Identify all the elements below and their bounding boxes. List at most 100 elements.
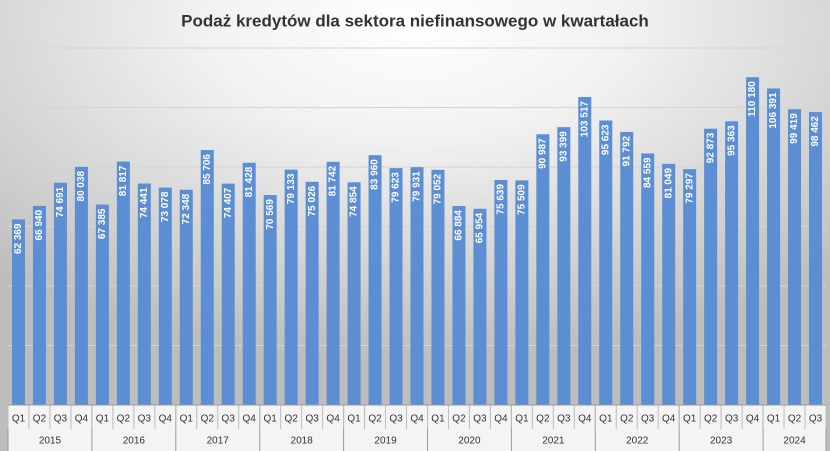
x-tick-label: Q1: [515, 414, 529, 425]
x-tick-label: Q1: [599, 414, 613, 425]
value-label: 79 623: [391, 172, 402, 203]
bar: [74, 166, 88, 405]
group-label: 2016: [123, 436, 146, 447]
value-label: 79 297: [684, 173, 695, 204]
value-label: 83 960: [370, 159, 381, 190]
value-label: 62 369: [13, 223, 24, 254]
bar: [347, 182, 361, 405]
x-tick-label: Q1: [180, 414, 194, 425]
value-label: 66 940: [34, 209, 45, 240]
x-tick-label: Q4: [662, 414, 676, 425]
x-tick-label: Q4: [578, 414, 592, 425]
value-label: 81 817: [118, 165, 129, 196]
bar: [368, 155, 382, 405]
bar: [599, 120, 613, 405]
x-tick-label: Q1: [264, 414, 278, 425]
bar: [641, 153, 655, 405]
bar: [179, 189, 193, 405]
value-label: 81 742: [328, 165, 339, 196]
bar: [788, 109, 802, 405]
x-tick-label: Q3: [473, 414, 487, 425]
value-label: 81 428: [244, 166, 255, 197]
value-label: 91 792: [621, 135, 632, 166]
group-label: 2023: [710, 436, 733, 447]
bar: [683, 169, 697, 405]
x-tick-label: Q3: [557, 414, 571, 425]
bar: [536, 134, 550, 406]
bar: [137, 183, 151, 405]
bar: [431, 169, 445, 405]
value-label: 79 133: [286, 173, 297, 204]
x-tick-label: Q2: [788, 414, 802, 425]
value-label: 93 399: [558, 131, 569, 162]
x-tick-label: Q3: [809, 414, 823, 425]
bar: [326, 161, 340, 405]
x-tick-label: Q4: [746, 414, 760, 425]
value-label: 99 419: [789, 113, 800, 144]
chart-title: Podaż kredytów dla sektora niefinansoweg…: [181, 11, 649, 30]
x-tick-label: Q4: [410, 414, 424, 425]
x-tick-label: Q2: [704, 414, 718, 425]
x-tick-label: Q2: [536, 414, 550, 425]
x-tick-label: Q3: [222, 414, 236, 425]
value-label: 98 462: [810, 116, 821, 147]
x-tick-label: Q1: [767, 414, 781, 425]
value-label: 66 884: [454, 210, 465, 241]
x-tick-label: Q4: [326, 414, 340, 425]
bar: [704, 128, 718, 405]
value-label: 75 639: [496, 184, 507, 215]
bar: [263, 195, 277, 405]
bar: [389, 168, 403, 405]
group-label: 2022: [626, 436, 649, 447]
bar: [557, 127, 571, 406]
bar: [746, 77, 760, 405]
value-label: 92 873: [705, 132, 716, 163]
x-tick-label: Q3: [54, 414, 68, 425]
group-label: 2024: [783, 436, 806, 447]
bar: [578, 97, 592, 405]
group-label: 2015: [39, 436, 62, 447]
x-tick-label: Q1: [96, 414, 110, 425]
value-label: 74 691: [55, 186, 66, 217]
value-label: 65 954: [475, 212, 486, 243]
bar: [284, 169, 298, 405]
bar: [410, 167, 424, 405]
bar: [116, 161, 130, 405]
x-tick-label: Q3: [305, 414, 319, 425]
group-label: 2021: [542, 436, 565, 447]
x-tick-label: Q2: [284, 414, 298, 425]
bar: [473, 208, 487, 405]
x-tick-label: Q4: [243, 414, 257, 425]
x-tick-label: Q4: [75, 414, 89, 425]
bar: [515, 180, 529, 405]
bar: [11, 219, 25, 405]
x-tick-label: Q4: [494, 414, 508, 425]
value-label: 67 385: [97, 208, 108, 239]
x-tick-label: Q1: [431, 414, 445, 425]
bar: [242, 162, 256, 405]
value-label: 75 509: [517, 184, 528, 215]
group-label: 2017: [207, 436, 230, 447]
value-label: 74 407: [223, 187, 234, 218]
value-label: 95 623: [600, 124, 611, 155]
bar: [767, 88, 781, 405]
group-label: 2019: [374, 436, 397, 447]
value-label: 110 180: [747, 81, 758, 117]
x-tick-label: Q1: [12, 414, 26, 425]
bar: [809, 112, 823, 405]
value-label: 85 706: [202, 154, 213, 185]
value-label: 74 854: [349, 186, 360, 217]
x-tick-label: Q3: [138, 414, 152, 425]
value-label: 95 363: [726, 125, 737, 156]
value-label: 79 052: [433, 173, 444, 204]
bar: [95, 204, 109, 405]
bar: [200, 150, 214, 405]
bar: [452, 206, 466, 405]
bar: [494, 179, 508, 405]
x-axis-band: [8, 405, 826, 451]
x-tick-label: Q2: [368, 414, 382, 425]
x-tick-label: Q2: [620, 414, 634, 425]
bar: [53, 182, 67, 405]
